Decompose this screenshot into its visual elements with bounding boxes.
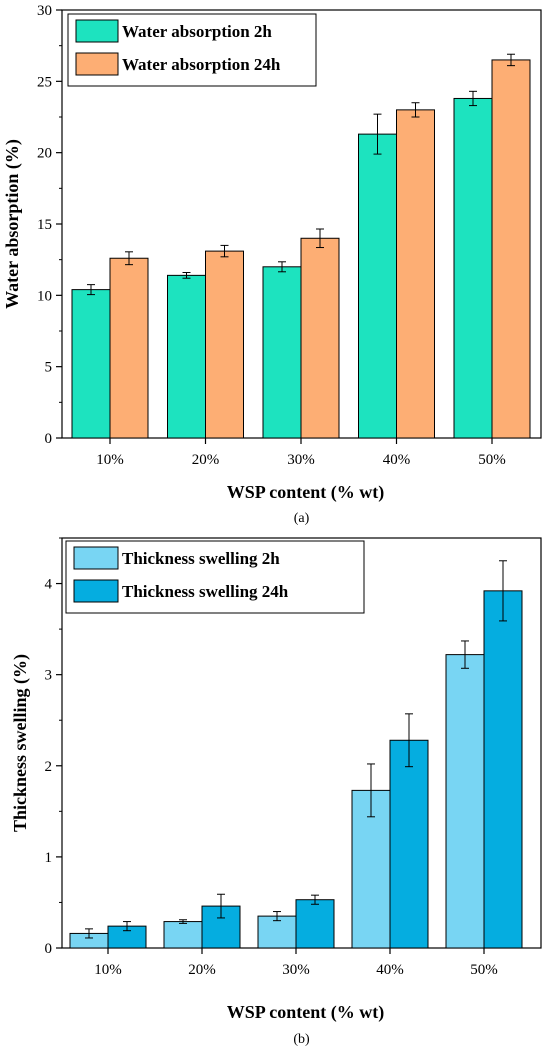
- panel-b-bar: [295, 899, 335, 949]
- panel-a-xtick-label: 40%: [383, 452, 411, 468]
- panel-b-xtick-label: 40%: [376, 962, 404, 978]
- panel-a-bar: [491, 59, 531, 439]
- panel-a-xtick-label: 30%: [287, 452, 315, 468]
- panel-b-ytick-label: 2: [45, 759, 53, 775]
- panel-a-ytick-label: 30: [37, 3, 52, 19]
- panel-b-ytick-label: 4: [45, 577, 53, 593]
- panel-a-xtick-label: 20%: [192, 452, 220, 468]
- panel-a-ytick-label: 20: [37, 146, 52, 162]
- panel-a-ytick-label: 15: [37, 217, 52, 233]
- panel-a-chart: 0 5 10 15 20 25 30 10% 20% 30% 40% 50% WSP content (…: [2, 3, 542, 526]
- panel-a-ytick-label: 5: [45, 360, 53, 376]
- panel-b-legend-swatch: [73, 546, 119, 570]
- panel-b-xtick-label: 30%: [282, 962, 310, 978]
- panel-a-legend-swatch: [75, 52, 119, 76]
- panel-a-bar: [109, 257, 149, 439]
- panel-b-ytick-label: 3: [45, 668, 53, 684]
- panel-b-chart: 0 1 2 3 4 10% 20% 30% 40% 50% WSP content (% wt) Th…: [10, 537, 542, 1047]
- panel-a-legend-label: Water absorption 24h: [122, 55, 281, 74]
- panel-b-y-axis-title: Thickness swelling (%): [10, 654, 31, 832]
- panel-a-legend-swatch: [75, 19, 119, 43]
- panel-b-bar: [483, 590, 523, 949]
- panel-b-bar: [163, 921, 203, 949]
- panel-b-bar: [257, 915, 297, 949]
- panel-a-xtick-label: 50%: [478, 452, 506, 468]
- panel-b-legend-label: Thickness swelling 2h: [122, 549, 280, 568]
- panel-b-ytick-label: 0: [45, 941, 53, 957]
- panel-b-legend-label: Thickness swelling 24h: [122, 582, 289, 601]
- panel-a-ytick-label: 0: [45, 431, 53, 447]
- panel-b-xtick-label: 50%: [470, 962, 498, 978]
- panel-b-ytick-label: 1: [45, 850, 53, 866]
- panel-a-bar: [262, 266, 302, 439]
- panel-b-xtick-label: 20%: [188, 962, 216, 978]
- panel-b-legend-swatch: [73, 579, 119, 603]
- panel-a-bar: [453, 97, 493, 439]
- panel-b-bar: [389, 739, 429, 949]
- panel-a-ytick-label: 25: [37, 74, 52, 90]
- panel-b-x-axis-title: WSP content (% wt): [227, 1002, 384, 1023]
- panel-a-x-axis-title: WSP content (% wt): [227, 482, 384, 503]
- panel-a-y-axis-title: Water absorption (%): [2, 139, 23, 309]
- panel-a-bar: [300, 237, 340, 439]
- panel-a-xtick-label: 10%: [96, 452, 124, 468]
- panel-a-panel-label: (a): [294, 511, 310, 526]
- panel-b-xtick-label: 10%: [94, 962, 122, 978]
- panel-a-ytick-label: 10: [37, 288, 52, 304]
- panel-a-bar: [396, 109, 435, 439]
- panel-a-bar: [358, 133, 397, 439]
- panel-a-bar: [205, 250, 244, 439]
- panel-b-panel-label: (b): [293, 1032, 310, 1047]
- panel-b-bar: [445, 654, 485, 949]
- panel-a-legend-label: Water absorption 2h: [122, 22, 272, 41]
- panel-a-bar: [71, 289, 111, 439]
- panel-a-bar: [167, 274, 206, 439]
